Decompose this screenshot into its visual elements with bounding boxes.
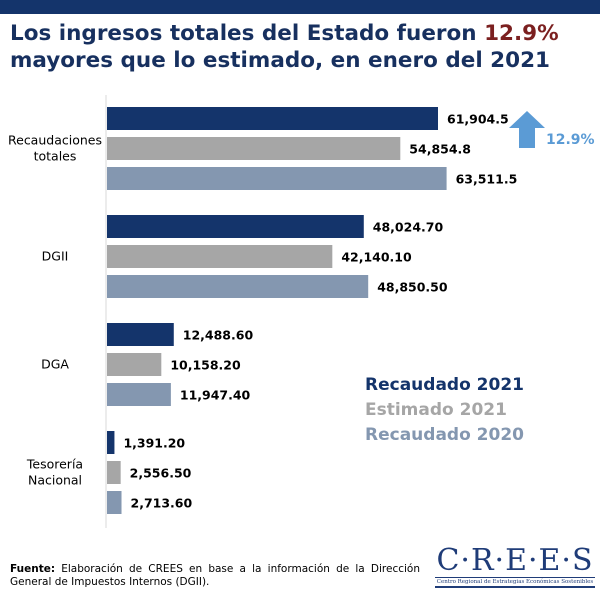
- legend-entry: Recaudado 2021: [365, 375, 524, 395]
- bar: [107, 275, 369, 298]
- footer-source: Fuente: Elaboración de CREES en base a l…: [10, 563, 420, 589]
- logo-subtitle: Centro Regional de Estrategias Económica…: [435, 577, 595, 588]
- bar: [107, 245, 333, 268]
- page-title: Los ingresos totales del Estado fueron 1…: [10, 20, 600, 74]
- footer-label: Fuente:: [10, 563, 56, 575]
- legend-entry: Recaudado 2020: [365, 425, 524, 445]
- logo-name: C·R·E·E·S: [436, 543, 594, 578]
- data-label: 42,140.10: [341, 250, 412, 265]
- title-highlight: 12.9%: [484, 21, 559, 46]
- data-label: 1,391.20: [123, 436, 185, 451]
- category-label: DGA: [41, 357, 69, 372]
- data-label: 48,850.50: [377, 280, 448, 295]
- top-band: [0, 0, 600, 14]
- data-label: 11,947.40: [180, 388, 251, 403]
- bar: [107, 431, 115, 454]
- data-label: 10,158.20: [170, 358, 241, 373]
- data-label: 12,488.60: [183, 328, 254, 343]
- bar-chart: Recaudaciones totales 61,904.5 54,854.8 63,5…: [8, 95, 595, 528]
- title-text: Los ingresos totales del Estado fueron: [10, 21, 485, 46]
- category-label: DGII: [42, 249, 69, 264]
- bar: [107, 383, 171, 406]
- category-label: Recaudaciones totales: [8, 133, 102, 164]
- annotation-label: 12.9%: [546, 132, 595, 148]
- crees-logo: C·R·E·E·S Centro Regional de Estrategias …: [435, 545, 595, 588]
- data-label: 63,511.5: [456, 172, 518, 187]
- bar: [107, 137, 401, 160]
- footer-text: Elaboración de CREES en base a la inform…: [10, 563, 420, 588]
- category-label: Tesorería Nacional: [26, 457, 83, 488]
- data-label: 2,713.60: [131, 496, 193, 511]
- bar: [107, 323, 174, 346]
- data-label: 2,556.50: [130, 466, 192, 481]
- data-label: 61,904.5: [447, 112, 509, 127]
- legend-entry: Estimado 2021: [365, 400, 507, 420]
- bar: [107, 107, 438, 130]
- bar: [107, 167, 447, 190]
- bar: [107, 353, 162, 376]
- bar: [107, 215, 364, 238]
- data-label: 54,854.8: [409, 142, 471, 157]
- bar: [107, 461, 121, 484]
- arrow-up-icon: [509, 111, 545, 148]
- title-text-line2: mayores que lo estimado, en enero del 20…: [10, 48, 551, 73]
- bar: [107, 491, 122, 514]
- data-label: 48,024.70: [373, 220, 444, 235]
